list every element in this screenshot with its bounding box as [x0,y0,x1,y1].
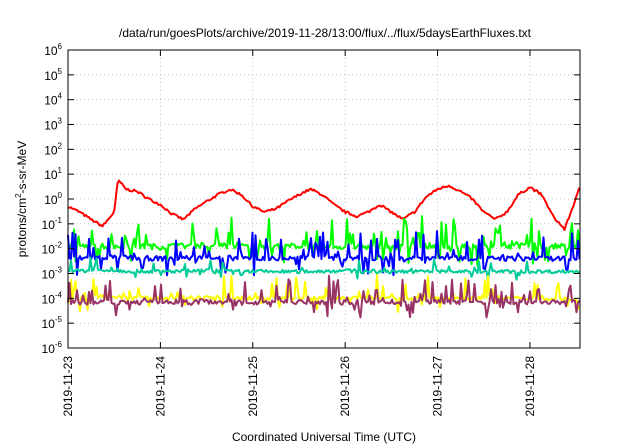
y-tick-label: 106 [44,42,62,58]
x-tick-label: 2019-11-26 [338,356,352,417]
y-axis-label-sup: 2 [14,193,23,198]
y-tick-label-base: 10 [44,69,58,83]
x-tick-label: 2019-11-28 [523,356,537,417]
y-tick-label-exp: -6 [55,340,63,349]
data-series [67,179,581,319]
series-line [67,256,581,281]
y-tick-label-base: 10 [42,268,56,282]
y-tick-label-base: 10 [44,94,58,108]
x-tick-label: 2019-11-23 [61,356,75,417]
x-axis-label: Coordinated Universal Time (UTC) [232,430,416,444]
y-tick-label-base: 10 [44,143,58,157]
y-axis: 10-610-510-410-310-210-11001011021031041… [42,42,580,356]
y-tick-label-base: 10 [42,243,56,257]
x-tick-label: 2019-11-27 [431,356,445,417]
y-tick-label: 10-3 [42,266,63,282]
y-tick-label: 10-4 [42,290,63,306]
y-tick-label: 100 [44,191,62,207]
y-tick-label-base: 10 [44,44,58,58]
series-line [67,230,581,277]
x-tick-label: 2019-11-25 [246,356,260,417]
series-line [68,179,581,231]
y-tick-label-base: 10 [44,119,58,133]
y-tick-label-exp: 6 [58,42,63,51]
y-tick-label-exp: -5 [55,315,63,324]
y-tick-label: 104 [44,92,62,108]
y-axis-label: protons/cm2-s-sr-MeV [14,141,29,257]
y-tick-label-exp: 4 [58,92,63,101]
y-tick-label: 10-5 [42,315,63,331]
y-axis-label-rest: -s-sr-MeV [15,141,29,194]
y-tick-label-exp: 3 [58,117,63,126]
x-tick-label: 2019-11-24 [153,356,167,417]
y-tick-label-base: 10 [42,317,56,331]
y-tick-label: 105 [44,67,62,83]
y-tick-label-base: 10 [44,168,58,182]
y-tick-label-base: 10 [44,193,58,207]
x-axis: 2019-11-23 2019-11-24 2019-11-25 2019-11-26… [61,50,537,417]
y-tick-label-exp: 1 [58,166,63,175]
y-tick-label: 10-6 [42,340,63,356]
y-tick-label: 103 [44,117,62,133]
y-tick-label-exp: -3 [55,266,63,275]
y-tick-label: 101 [44,166,62,182]
y-tick-label-base: 10 [42,218,56,232]
y-tick-label-exp: 2 [58,141,63,150]
y-tick-label-exp: 5 [58,67,63,76]
y-tick-label: 10-1 [42,216,63,232]
series-line [67,274,581,319]
y-tick-label-base: 10 [42,342,56,356]
y-tick-label-exp: -4 [55,290,63,299]
y-axis-label-base: protons/cm [15,198,29,257]
y-tick-label-exp: -1 [55,216,63,225]
y-tick-label-exp: 0 [58,191,63,200]
y-tick-label-base: 10 [42,292,56,306]
y-tick-label: 102 [44,141,62,157]
chart-title: /data/run/goesPlots/archive/2019-11-28/1… [119,26,532,40]
y-tick-label-exp: -2 [55,241,63,250]
y-tick-label: 10-2 [42,241,63,257]
